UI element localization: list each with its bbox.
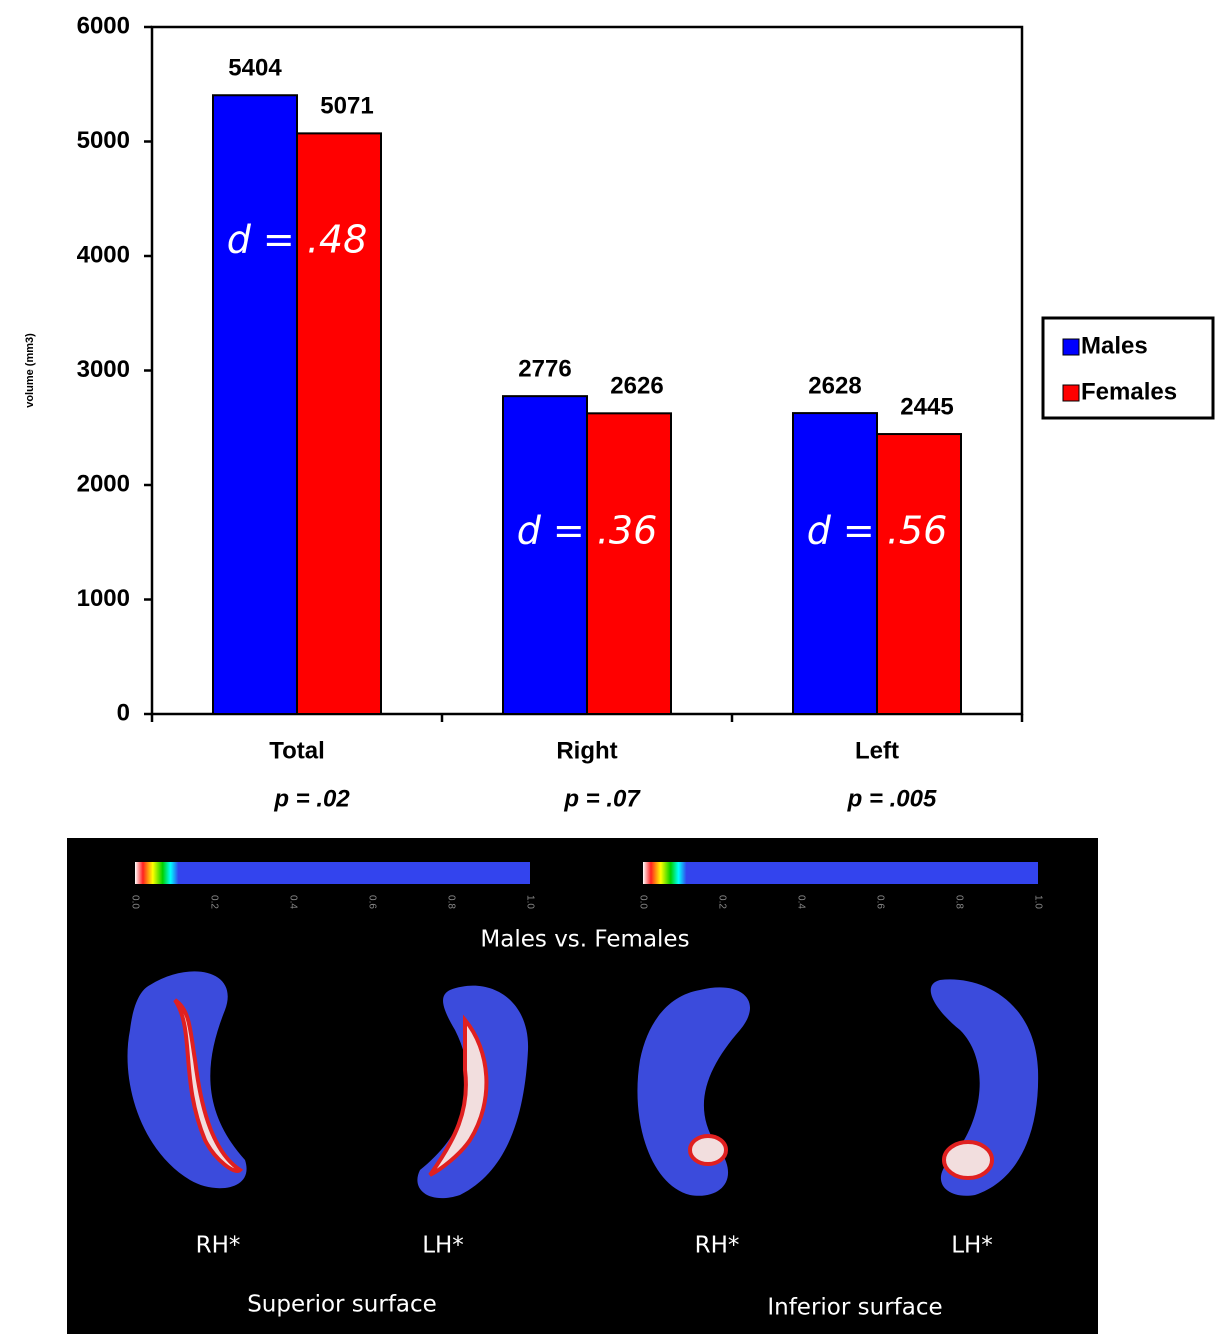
hemisphere-label: LH* [951,1233,993,1259]
bar [213,95,297,714]
y-tick-label: 4000 [77,241,130,268]
bar [793,413,877,714]
legend-swatch [1063,339,1079,355]
legend-swatch [1063,385,1079,401]
category-note: p = .02 [273,785,350,812]
colorbar-tick-label: 1.0 [1032,895,1043,909]
legend-label: Males [1081,332,1148,359]
value-label: 2626 [610,373,663,400]
colorbar-tick-label: 0.4 [287,895,298,909]
view-label: Superior surface [247,1292,437,1318]
colorbar [135,862,530,884]
view-label: Inferior surface [767,1295,942,1321]
effect-size: d = .36 [517,508,658,552]
y-tick-label: 5000 [77,127,130,154]
value-label: 2445 [900,393,953,420]
colorbar-tick-label: 0.0 [129,895,140,909]
value-label: 2628 [808,372,861,399]
hemisphere-label: RH* [196,1233,241,1259]
colorbar-tick-label: 0.6 [366,895,377,909]
y-tick-label: 2000 [77,470,130,497]
y-tick-label: 3000 [77,356,130,383]
category-note: p = .07 [563,785,641,812]
y-axis-label: volume (mm3) [24,333,36,408]
y-tick-label: 0 [117,699,130,726]
bar-chart: 0 1000 2000 3000 4000 5000 6000 volume (mm3) Tot… [24,12,1213,812]
x-tick-label: Left [855,737,899,764]
hemisphere-label: RH* [695,1233,740,1259]
legend-label: Females [1081,378,1177,405]
effect-size: d = .48 [227,218,368,262]
colorbar-tick-label: 0.8 [445,895,456,909]
colorbar-tick-label: 0.2 [208,895,219,909]
effect-size: d = .56 [807,508,948,552]
bar [587,413,671,714]
hemisphere-label: LH* [422,1233,464,1259]
y-tick-label: 6000 [77,12,130,39]
panel-title: Males vs. Females [480,927,689,953]
colorbar-tick-label: 1.0 [524,895,535,909]
value-label: 5404 [228,55,282,82]
colorbar-tick-label: 0.0 [637,895,648,909]
figure: 0 1000 2000 3000 4000 5000 6000 volume (mm3) Tot… [0,0,1217,1334]
x-tick-label: Total [269,737,325,764]
hippocampus-highlight [690,1136,726,1164]
colorbar-tick-label: 0.6 [874,895,885,909]
colorbar-tick-label: 0.8 [953,895,964,909]
brain-panel-bg [67,838,1098,1334]
x-tick-label: Right [556,737,617,764]
category-note: p = .005 [847,785,937,812]
value-label: 2776 [518,355,571,382]
colorbar-tick-label: 0.2 [716,895,727,909]
colorbar [643,862,1038,884]
hippocampus-highlight [944,1142,992,1178]
bar [503,396,587,714]
y-tick-label: 1000 [77,585,130,612]
colorbar-tick-label: 0.4 [795,895,806,909]
value-label: 5071 [320,93,373,120]
bar [877,434,961,714]
